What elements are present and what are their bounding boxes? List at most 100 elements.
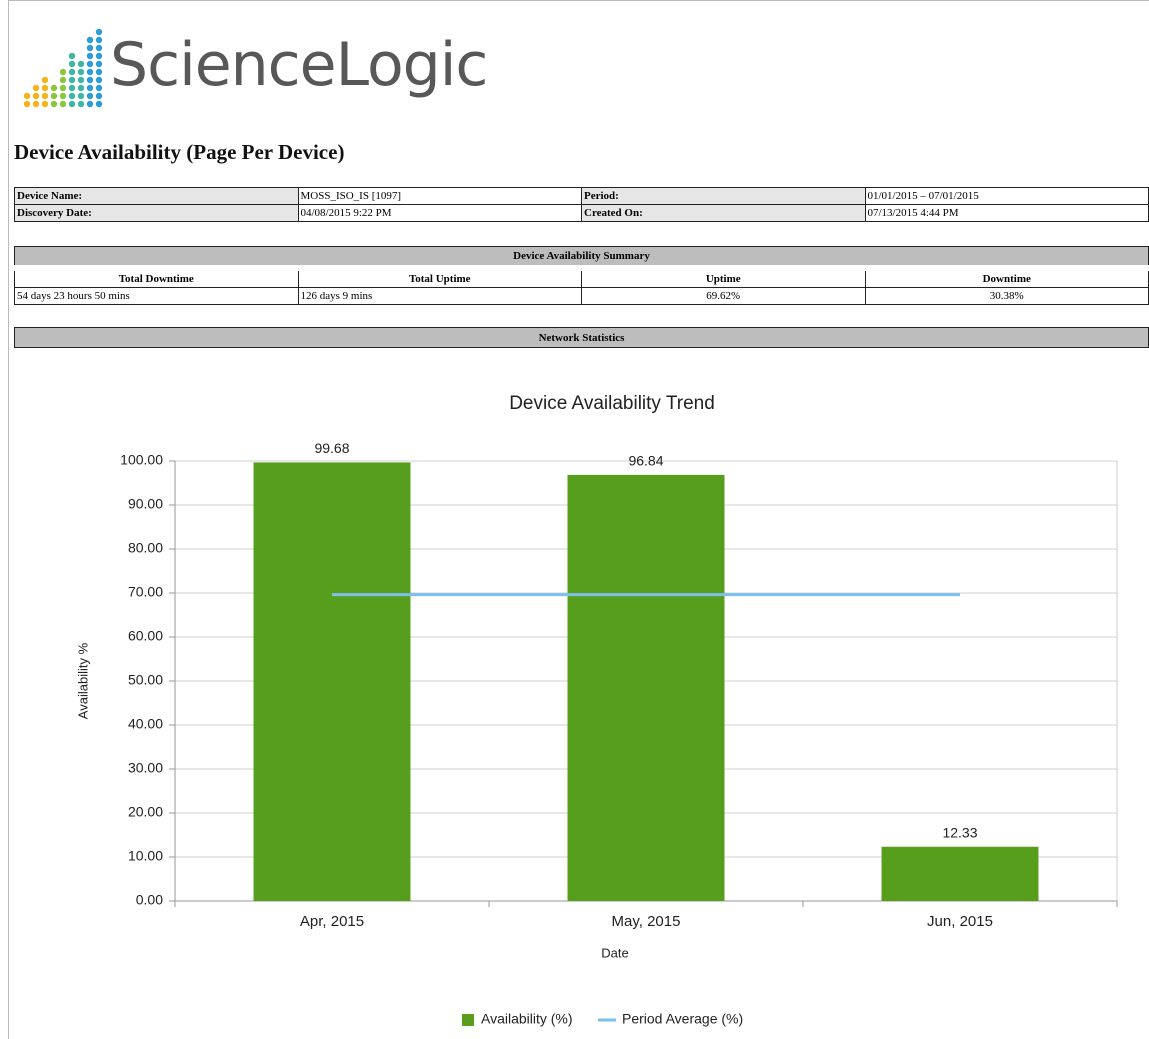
logo-dot [41, 92, 49, 100]
logo-dot [95, 76, 103, 84]
frame [8, 0, 9, 1039]
logo-dot [23, 100, 31, 108]
legend-label: Availability (%) [481, 1011, 573, 1027]
y-axis-label: Availability % [75, 642, 90, 719]
y-tick-label: 10.00 [128, 848, 163, 864]
y-tick-label: 100.00 [120, 452, 163, 468]
table-title: Device Availability Summary [14, 246, 1149, 269]
logo-dot [59, 68, 67, 76]
cell: 07/13/2015 4:44 PM [864, 204, 1149, 222]
x-tick-label: Jun, 2015 [927, 913, 993, 930]
logo-dot [68, 76, 76, 84]
bar [881, 846, 1039, 901]
y-tick-label: 20.00 [128, 804, 163, 820]
cell: 01/01/2015 – 07/01/2015 [864, 187, 1149, 205]
logo-dot [41, 100, 49, 108]
legend-label: Period Average (%) [622, 1011, 743, 1027]
logo-dot [68, 84, 76, 92]
logo-dot [32, 92, 40, 100]
summary-table: Device Availability Summary Total Downti… [14, 246, 1149, 305]
logo-dot [95, 36, 103, 44]
logo-dot [59, 92, 67, 100]
logo-dot [86, 60, 94, 68]
logo-dot [77, 92, 85, 100]
data-label: 96.84 [628, 453, 663, 469]
logo-dot [41, 76, 49, 84]
cell: 30.38% [864, 287, 1149, 305]
logo-dot [95, 100, 103, 108]
row: Discovery Date: 04/08/2015 9:22 PM Creat… [14, 204, 1149, 222]
column-header: Total Uptime [297, 267, 582, 288]
logo-dot [50, 84, 58, 92]
cell: 04/08/2015 9:22 PM [297, 204, 582, 222]
y-tick-label: 90.00 [128, 496, 163, 512]
y-tick-label: 80.00 [128, 540, 163, 556]
cell: Period: [581, 187, 866, 205]
cell: 69.62% [581, 287, 866, 305]
logo-dot [95, 28, 103, 36]
cell: Discovery Date: [14, 204, 299, 222]
info-table: Device Name: MOSS_ISO_IS [1097] Period: … [14, 187, 1149, 222]
logo-dot [68, 100, 76, 108]
logo-dot [32, 84, 40, 92]
logo-dot [86, 100, 94, 108]
logo-dot [95, 44, 103, 52]
row: Total Downtime Total Uptime Uptime Downt… [14, 267, 1149, 288]
cell: 54 days 23 hours 50 mins [14, 287, 299, 305]
row: Device Availability Summary [14, 246, 1149, 269]
logo-dot [32, 100, 40, 108]
data-label: 12.33 [942, 824, 977, 840]
chart-title: Device Availability Trend [509, 393, 715, 414]
row: Network Statistics [14, 327, 1149, 348]
logo-dot [68, 52, 76, 60]
logo-dot [86, 52, 94, 60]
section-table: Network Statistics [14, 327, 1149, 348]
logo-dot [86, 84, 94, 92]
x-axis-label: Date [601, 945, 628, 960]
column-header: Total Downtime [14, 267, 299, 288]
logo-dot [68, 68, 76, 76]
data-label: 99.68 [314, 440, 349, 456]
logo-dot [95, 84, 103, 92]
logo-dot [95, 92, 103, 100]
y-tick-label: 0.00 [136, 892, 163, 908]
legend-swatch [462, 1014, 474, 1026]
logo-icon [23, 28, 103, 108]
bar [567, 474, 725, 901]
y-tick-label: 60.00 [128, 628, 163, 644]
chart: Device Availability Trend Date Availabil… [75, 393, 1118, 1027]
report-title: Device Availability (Page Per Device) [14, 140, 345, 164]
row: Device Name: MOSS_ISO_IS [1097] Period: … [14, 187, 1149, 205]
logo-dot [86, 44, 94, 52]
y-tick-label: 30.00 [128, 760, 163, 776]
section-title: Network Statistics [14, 327, 1149, 348]
logo-dot [86, 76, 94, 84]
logo-dot [59, 100, 67, 108]
logo-dot [59, 76, 67, 84]
x-tick-label: May, 2015 [612, 913, 681, 930]
row: 54 days 23 hours 50 mins 126 days 9 mins… [14, 287, 1149, 305]
cell: MOSS_ISO_IS [1097] [297, 187, 582, 205]
logo: ScienceLogic [110, 30, 488, 100]
cell: 126 days 9 mins [297, 287, 582, 305]
logo-dot [50, 100, 58, 108]
x-tick-label: Apr, 2015 [300, 913, 364, 930]
logo-dot [86, 92, 94, 100]
logo-dot [68, 92, 76, 100]
frame [8, 0, 1149, 1]
cell: Device Name: [14, 187, 299, 205]
logo-dot [86, 36, 94, 44]
logo-dot [50, 92, 58, 100]
logo-dot [77, 68, 85, 76]
logo-dot [41, 84, 49, 92]
logo-dot [77, 84, 85, 92]
logo-dot [68, 60, 76, 68]
logo-dot [86, 68, 94, 76]
logo-dot [95, 60, 103, 68]
logo-dot [95, 52, 103, 60]
logo-dot [59, 84, 67, 92]
cell: Created On: [581, 204, 866, 222]
logo-dot [77, 100, 85, 108]
column-header: Downtime [864, 267, 1149, 288]
